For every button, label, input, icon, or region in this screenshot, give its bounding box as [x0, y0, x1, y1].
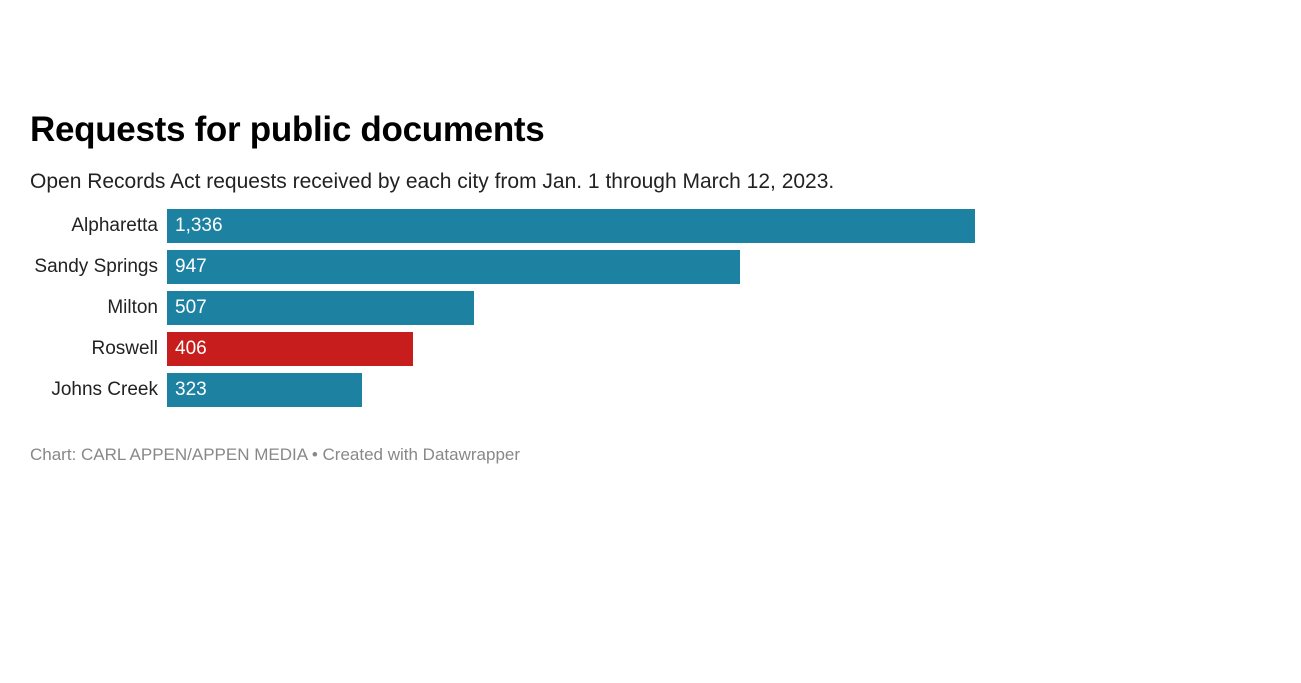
- bar-row: Milton 507: [30, 291, 1030, 325]
- bar-value-label: 1,336: [175, 215, 223, 236]
- bar: 1,336: [167, 209, 975, 243]
- bar: 947: [167, 250, 740, 284]
- bar-value-label: 507: [175, 297, 207, 318]
- bar-category-label: Johns Creek: [51, 379, 158, 400]
- bar-category-label: Alpharetta: [71, 215, 158, 236]
- bar-value-label: 323: [175, 379, 207, 400]
- bar-row: Sandy Springs 947: [30, 250, 1030, 284]
- bar-area: Alpharetta 1,336 Sandy Springs 947 Milton 507…: [30, 209, 1030, 409]
- bar-row: Johns Creek 323: [30, 373, 1030, 407]
- bar-category-label: Milton: [107, 297, 158, 318]
- chart: Requests for public documents Open Recor…: [30, 108, 1270, 409]
- chart-source: Chart: CARL APPEN/APPEN MEDIA • Created …: [30, 445, 521, 464]
- bar: 323: [167, 373, 363, 407]
- chart-subtitle: Open Records Act requests received by ea…: [30, 170, 835, 193]
- bar-row: Alpharetta 1,336: [30, 209, 1030, 243]
- bar-row: Roswell 406: [30, 332, 1030, 366]
- bar: 406: [167, 332, 413, 366]
- bar: 507: [167, 291, 474, 325]
- bar-category-label: Roswell: [91, 338, 158, 359]
- bar-category-label: Sandy Springs: [34, 256, 158, 277]
- bar-value-label: 406: [175, 338, 207, 359]
- chart-title: Requests for public documents: [30, 110, 545, 149]
- bar-value-label: 947: [175, 256, 207, 277]
